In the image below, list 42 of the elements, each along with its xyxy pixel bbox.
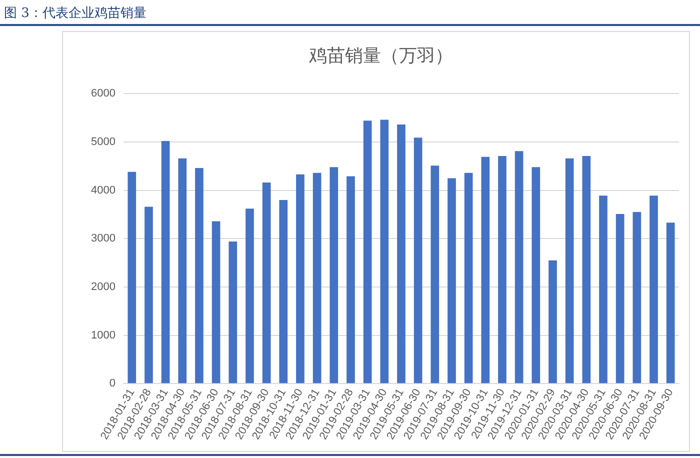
y-tick-label: 4000 [90,184,116,196]
y-tick-label: 2000 [90,281,116,294]
y-tick-label: 3000 [90,232,116,245]
bar [514,151,524,384]
bar [380,120,389,384]
bar [262,182,271,384]
bar [464,172,473,384]
bar [128,172,136,384]
bar [178,158,187,384]
bar [532,167,540,384]
bar [363,120,372,384]
bar [414,138,422,384]
bar [565,158,574,384]
bar [330,167,338,384]
bar [616,214,624,384]
bar [632,212,642,384]
bar [228,242,238,384]
bar [430,166,440,384]
bar [599,196,608,384]
bar [481,156,490,384]
bar [346,176,355,384]
bar [397,124,406,384]
bar [650,196,658,384]
bar [582,156,591,384]
bar [548,260,557,384]
caption: 图 3：代表企业鸡苗销量 [4,5,146,22]
y-tick-label: 5000 [90,136,116,148]
bar [246,208,254,384]
bar [666,222,675,384]
bar [144,206,153,384]
bar [312,172,322,384]
y-tick-label: 0 [109,378,116,390]
y-tick-label: 6000 [90,88,116,100]
bar [279,200,288,384]
bar [498,156,506,384]
chart-title: 鸡苗销量（万羽） [308,45,453,66]
bar [161,140,170,384]
bar [195,168,204,384]
bar [448,178,456,384]
y-tick-label: 1000 [90,329,116,342]
bar [296,174,304,384]
bar [212,221,220,384]
